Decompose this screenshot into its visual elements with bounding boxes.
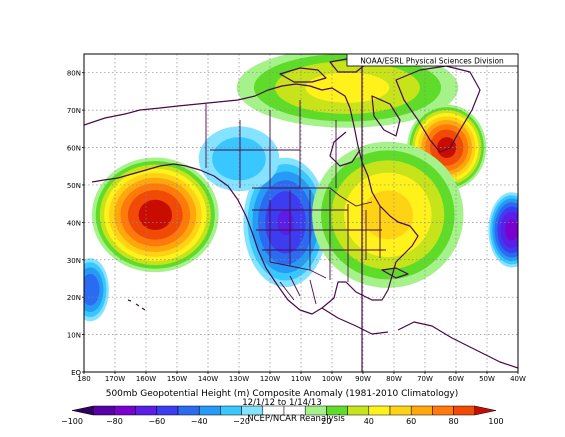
- longitude-label: 140W: [198, 375, 218, 383]
- longitude-label: 100W: [322, 375, 342, 383]
- longitude-label: 170W: [105, 375, 125, 383]
- longitude-label: 60W: [448, 375, 464, 383]
- colorbar-swatch: [71, 405, 94, 416]
- coastlines: [84, 57, 518, 369]
- longitude-labels: 180 170W 160W 150W 140W 130W 120W 110W 100W 90W 80…: [77, 372, 526, 383]
- longitude-label: 70W: [417, 375, 433, 383]
- lat-lon-gridlines: [84, 54, 518, 372]
- us-canada-border: [252, 187, 373, 207]
- colorbar-swatch: [92, 405, 115, 416]
- colorbar-swatch: [135, 405, 158, 416]
- latitude-label: 30N: [67, 257, 81, 265]
- central-america-coast: [321, 307, 389, 335]
- colorbar-swatch: [368, 405, 391, 416]
- colorbar-swatch: [177, 405, 200, 416]
- longitude-label: 90W: [355, 375, 371, 383]
- longitude-label: 120W: [260, 375, 280, 383]
- colorbar-tick-label: −20: [233, 417, 250, 426]
- subtropical-pacific-trough-anomaly: [84, 258, 109, 322]
- latitude-labels: EQ 10N 20N 30N 40N 50N 60N 70N 80N: [67, 70, 84, 377]
- cuba-coast: [381, 267, 409, 279]
- colorbar-swatch: [432, 405, 454, 416]
- central-pacific-ridge-anomaly: [91, 157, 219, 273]
- latitude-label: EQ: [71, 369, 81, 377]
- longitude-label: 130W: [229, 375, 249, 383]
- contour-band: [305, 72, 390, 103]
- map-panel: NOAA/ESRL Physical Sciences Division: [83, 53, 519, 373]
- colorbar: −100 −80 −60 −40 −20 20 40 60 80 100: [61, 405, 504, 426]
- longitude-label: 40W: [510, 375, 526, 383]
- colorbar-swatch: [453, 405, 476, 416]
- date-range: 12/1/12 to 1/14/13: [242, 398, 321, 408]
- mexico-state-lines: [279, 275, 317, 305]
- credit-label: NOAA/ESRL Physical Sciences Division: [360, 57, 504, 66]
- colorbar-swatch: [220, 405, 242, 416]
- credit-box: [346, 53, 519, 67]
- us-mexico-border: [269, 261, 327, 279]
- south-america-coast: [397, 321, 518, 369]
- north-america-coastline: [84, 83, 419, 315]
- colorbar-swatch: [198, 405, 221, 416]
- eastern-na-ridge-anomaly: [312, 141, 464, 288]
- colorbar-swatch: [347, 405, 370, 416]
- figure-title: 500mb Geopotential Height (m) Composite …: [106, 389, 459, 399]
- hawaii-islands: [127, 299, 146, 311]
- colorbar-tick-label: −40: [191, 417, 208, 426]
- data-source: NCEP/NCAR Reanalysis: [247, 414, 345, 424]
- longitude-label: 50W: [479, 375, 495, 383]
- baffin-island-coast: [371, 95, 401, 137]
- colorbar-tick-label: 20: [321, 417, 331, 426]
- latitude-label: 40N: [67, 219, 81, 227]
- colorbar-swatch: [389, 405, 412, 416]
- contour-band: [362, 190, 414, 240]
- colorbar-tick-label: −100: [61, 417, 83, 426]
- colorbar-tick-label: −60: [148, 417, 165, 426]
- longitude-label: 150W: [167, 375, 187, 383]
- latitude-label: 10N: [67, 332, 81, 340]
- latitude-label: 60N: [67, 145, 81, 153]
- anomaly-field: [84, 54, 518, 322]
- alaska-peninsula-coast: [91, 165, 161, 183]
- colorbar-swatch: [410, 405, 433, 416]
- latitude-label: 50N: [67, 182, 81, 190]
- longitude-label: 80W: [386, 375, 402, 383]
- canadian-province-lines: [210, 100, 337, 188]
- longitude-label: 180: [77, 375, 90, 383]
- us-state-lines: [252, 190, 386, 282]
- contour-band: [138, 199, 173, 231]
- latitude-label: 70N: [67, 107, 81, 115]
- political-borders: [205, 100, 386, 305]
- colorbar-tick-label: 100: [488, 417, 503, 426]
- longitude-label: 160W: [136, 375, 156, 383]
- contour-band: [84, 273, 100, 306]
- latitude-label: 20N: [67, 294, 81, 302]
- contour-band: [505, 219, 518, 241]
- latitude-label: 80N: [67, 70, 81, 78]
- colorbar-tick-label: −80: [106, 417, 123, 426]
- colorbar-tick-label: 80: [449, 417, 459, 426]
- colorbar-tick-label: 40: [364, 417, 374, 426]
- colorbar-swatch: [114, 405, 136, 416]
- north-atlantic-trough-anomaly: [488, 192, 518, 268]
- colorbar-swatch: [474, 405, 497, 416]
- colorbar-swatch: [156, 405, 179, 416]
- colorbar-tick-label: 60: [406, 417, 416, 426]
- contour-band: [437, 137, 457, 158]
- longitude-label: 110W: [291, 375, 311, 383]
